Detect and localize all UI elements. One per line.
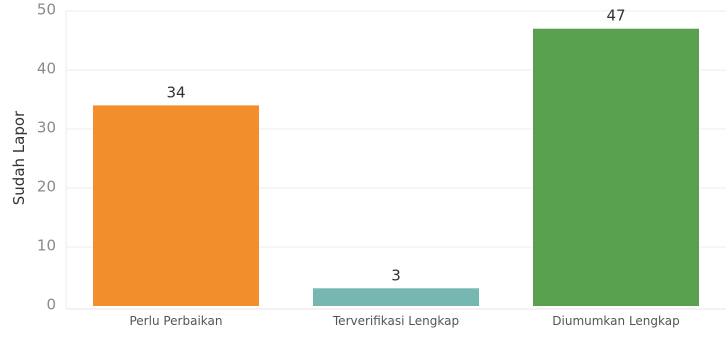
x-tick-label: Diumumkan Lengkap <box>552 314 679 328</box>
x-tick-labels: Perlu Perbaikan Terverifikasi Lengkap Dium… <box>129 314 679 328</box>
x-tick-label: Terverifikasi Lengkap <box>332 314 459 328</box>
bar[interactable] <box>93 105 259 307</box>
y-axis-title: Sudah Lapor <box>10 110 28 205</box>
data-labels: 34 3 47 <box>166 7 625 285</box>
data-label: 47 <box>606 7 625 25</box>
y-tick-label: 0 <box>46 296 56 314</box>
bar[interactable] <box>533 28 699 306</box>
data-label: 34 <box>166 83 185 101</box>
y-tick-label: 30 <box>37 119 56 137</box>
y-tick-labels: 0 10 20 30 40 50 <box>37 1 56 314</box>
bars <box>93 28 699 307</box>
y-tick-label: 40 <box>37 60 56 78</box>
x-tick-label: Perlu Perbaikan <box>129 314 222 328</box>
y-tick-label: 10 <box>37 237 56 255</box>
y-tick-label: 50 <box>37 1 56 19</box>
y-tick-label: 20 <box>37 178 56 196</box>
data-label: 3 <box>391 266 401 284</box>
bar[interactable] <box>313 288 479 306</box>
